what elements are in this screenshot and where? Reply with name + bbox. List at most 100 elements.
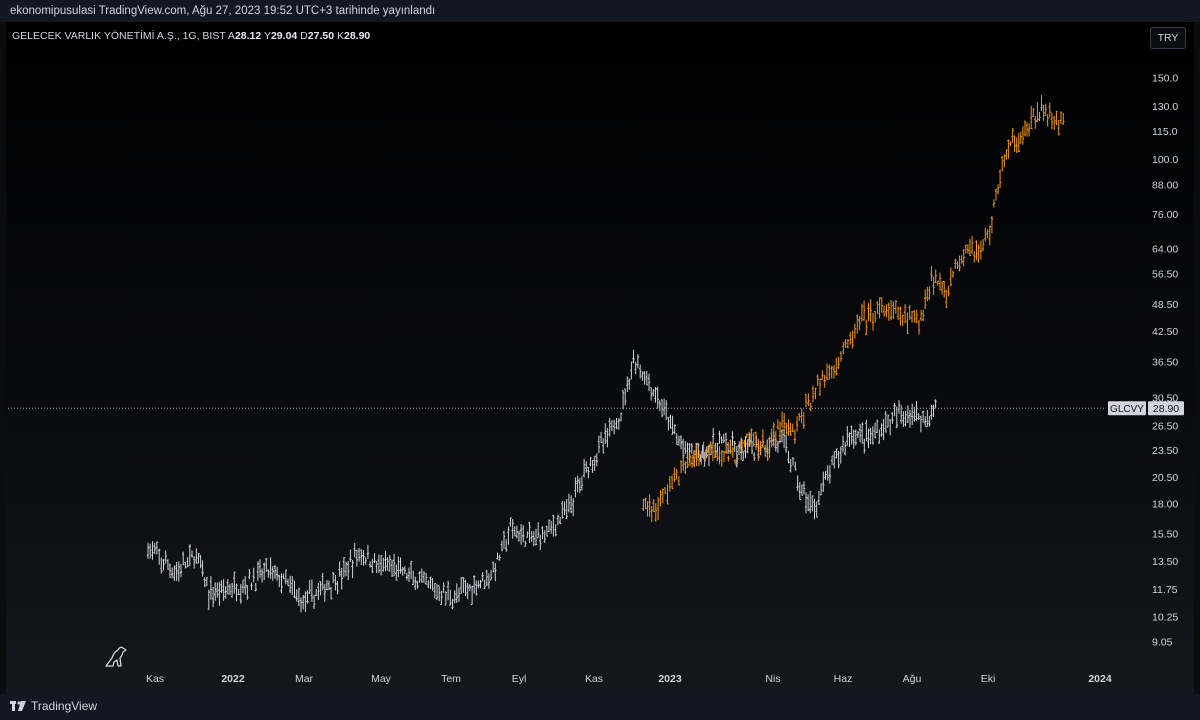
ohlc-bar	[420, 568, 423, 583]
ohlc-bar	[712, 427, 715, 444]
ohlc-bar	[517, 530, 521, 542]
ohlc-bar	[412, 570, 415, 586]
ohlc-bar	[327, 580, 331, 590]
ohlc-bar	[580, 476, 584, 491]
ohlc-bar	[720, 436, 723, 444]
ohlc-bar	[355, 549, 359, 567]
ohlc-bar	[849, 331, 852, 345]
ohlc-bar	[780, 429, 784, 443]
ohlc-bar	[825, 363, 829, 381]
ohlc-bar	[673, 467, 676, 482]
ohlc-bar	[901, 314, 904, 327]
ohlc-bar	[286, 578, 290, 587]
ohlc-bar	[822, 471, 825, 492]
ohlc-bar	[265, 558, 268, 572]
ohlc-bar	[807, 393, 810, 406]
symbol-title: GELECEK VARLIK YÖNETİMİ A.Ş., 1G, BIST	[12, 30, 226, 42]
ohlc-bar	[550, 521, 553, 534]
x-tick-label: Tem	[441, 673, 461, 685]
ohlc-bar	[258, 559, 262, 578]
y-tick-label: 20.50	[1152, 472, 1178, 484]
ohlc-bar	[720, 450, 723, 467]
ohlc-bar	[237, 588, 240, 595]
ohlc-bar	[498, 554, 501, 561]
ohlc-bar	[203, 577, 206, 588]
ohlc-bar	[379, 555, 383, 576]
ohlc-bar	[338, 561, 341, 577]
ohlc-bar	[913, 406, 916, 422]
ohlc-bar	[254, 583, 257, 592]
y-tick-label: 11.75	[1152, 584, 1178, 596]
ohlc-bar	[677, 476, 681, 486]
ohlc-bar	[675, 433, 678, 446]
ohlc-bar	[526, 531, 529, 538]
ohlc-bar	[938, 272, 942, 291]
ohlc-bar	[690, 454, 694, 468]
ohlc-bar	[828, 364, 831, 380]
ohlc-bar	[828, 465, 832, 484]
ohlc-bar	[893, 403, 896, 417]
ohlc-bar	[906, 405, 910, 424]
ohlc-bar	[809, 491, 812, 514]
ohlc-bar	[182, 551, 185, 566]
ohlc-bar	[628, 378, 631, 390]
y-tick-label: 18.00	[1152, 498, 1178, 510]
ohlc-bar	[968, 239, 972, 257]
ohlc-bar	[830, 365, 833, 379]
close-key: K	[336, 30, 344, 42]
ohlc-bar	[636, 354, 640, 369]
ohlc-bar	[442, 582, 445, 593]
ohlc-bar	[798, 413, 801, 421]
ohlc-bar	[199, 555, 202, 569]
ohlc-bar	[438, 585, 441, 602]
ohlc-bar	[160, 557, 163, 574]
ohlc-bar	[211, 586, 215, 607]
ohlc-bar	[736, 454, 739, 465]
ohlc-bar	[643, 371, 646, 385]
ohlc-bar	[856, 431, 860, 439]
ohlc-bar	[295, 589, 298, 602]
ohlc-bar	[416, 580, 419, 589]
ohlc-bar	[1013, 135, 1016, 152]
ohlc-bar	[970, 236, 974, 255]
ohlc-bar	[1003, 154, 1006, 168]
ohlc-bar	[646, 501, 649, 517]
currency-button[interactable]: TRY	[1150, 27, 1186, 49]
ohlc-bar	[979, 240, 983, 260]
ohlc-bar	[297, 587, 301, 607]
ohlc-bar	[500, 540, 504, 552]
ohlc-close: K28.90	[337, 30, 370, 42]
ohlc-bar	[977, 244, 980, 263]
ohlc-bar	[197, 552, 200, 564]
ohlc-bar	[652, 389, 655, 397]
ohlc-bar	[889, 419, 892, 436]
ohlc-bar	[489, 570, 493, 581]
ohlc-bar	[869, 299, 872, 322]
ohlc-bar	[585, 461, 588, 473]
ohlc-bar	[291, 576, 294, 595]
ohlc-bar	[860, 303, 864, 322]
ohlc-bar	[470, 585, 474, 605]
ohlc-bar	[319, 581, 322, 596]
ohlc-bar	[850, 425, 853, 445]
ohlc-bar	[1027, 123, 1031, 137]
ohlc-bar	[800, 408, 803, 424]
chart-area[interactable]	[6, 22, 1194, 694]
ohlc-bar	[896, 306, 900, 320]
ohlc-bar	[899, 306, 902, 326]
tradingview-logo[interactable]: TradingView	[10, 699, 97, 713]
ohlc-bar	[431, 578, 434, 591]
ohlc-bar	[248, 568, 251, 580]
ohlc-bar	[1032, 108, 1035, 117]
ohlc-bar	[587, 466, 590, 479]
ohlc-bar	[1005, 149, 1008, 160]
ohlc-bar	[794, 461, 797, 471]
ohlc-bar	[806, 494, 810, 512]
ohlc-bar	[576, 475, 579, 492]
ohlc-bar	[1025, 122, 1029, 137]
ohlc-bar	[552, 514, 555, 537]
ohlc-bar	[149, 543, 152, 559]
ohlc-bar	[908, 304, 911, 320]
ohlc-bar	[835, 357, 838, 376]
